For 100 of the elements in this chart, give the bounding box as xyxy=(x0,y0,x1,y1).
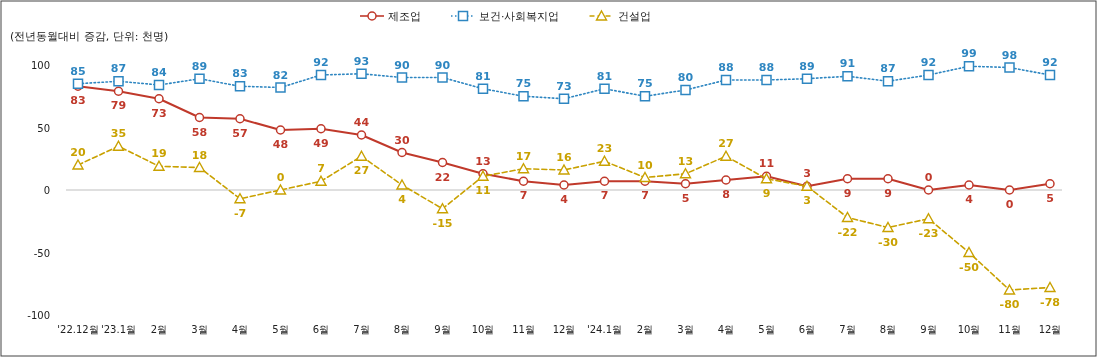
legend-label: 제조업 xyxy=(388,10,421,23)
data-label: 5 xyxy=(681,191,690,205)
data-label: -50 xyxy=(959,260,980,274)
data-label: 27 xyxy=(353,164,370,178)
data-label: 44 xyxy=(353,116,370,129)
data-label: 10 xyxy=(637,158,653,172)
y-tick-label: 50 xyxy=(37,122,50,134)
data-label: -15 xyxy=(432,216,453,230)
data-label: 4 xyxy=(965,193,974,206)
data-label: 92 xyxy=(920,56,937,69)
x-tick-label: 7월 xyxy=(839,324,856,335)
x-tick-label: 9월 xyxy=(434,324,451,335)
x-tick-label: 10월 xyxy=(957,324,981,335)
data-label: 30 xyxy=(394,133,410,147)
data-label: -22 xyxy=(837,225,858,239)
x-tick-label: 3월 xyxy=(191,324,208,335)
x-tick-label: 5월 xyxy=(758,324,775,335)
data-label: 90 xyxy=(434,58,451,72)
data-label: 13 xyxy=(475,154,491,168)
data-label: 18 xyxy=(191,148,208,162)
data-label: 73 xyxy=(151,106,167,120)
data-label: 0 xyxy=(276,171,285,184)
x-tick-label: 2월 xyxy=(636,324,654,335)
x-tick-label: '24.1월 xyxy=(586,324,623,335)
text: (전년동월대비 증감, 단위: 천명) xyxy=(10,30,169,43)
data-label: 83 xyxy=(70,94,86,108)
data-label: 49 xyxy=(313,136,329,150)
x-tick-label: 11월 xyxy=(512,324,535,335)
data-label: 7 xyxy=(600,189,609,203)
data-label: 13 xyxy=(677,154,694,168)
data-label: 7 xyxy=(641,189,649,203)
data-label: -30 xyxy=(878,235,899,249)
data-label: 9 xyxy=(762,186,771,200)
legend-label: 건설업 xyxy=(617,10,651,23)
data-label: 98 xyxy=(1001,48,1018,62)
data-label: 48 xyxy=(272,138,289,151)
data-label: 20 xyxy=(70,146,86,159)
data-label: 0 xyxy=(924,171,933,184)
data-label: 75 xyxy=(637,77,653,91)
data-label: 3 xyxy=(803,167,811,181)
data-label: 79 xyxy=(110,99,127,113)
x-tick-label: 12월 xyxy=(1038,324,1062,335)
x-tick-label: 2월 xyxy=(150,324,168,335)
data-label: 11 xyxy=(475,184,491,198)
y-tick-label: -100 xyxy=(27,310,50,321)
data-label: 80 xyxy=(677,71,694,84)
data-label: 5 xyxy=(1046,191,1054,205)
data-label: 19 xyxy=(151,147,167,161)
data-label: 92 xyxy=(1042,56,1058,69)
data-label: 4 xyxy=(398,193,407,206)
data-label: 8 xyxy=(722,188,730,201)
data-label: 17 xyxy=(515,149,532,163)
data-label: 23 xyxy=(596,142,613,156)
data-label: 22 xyxy=(434,170,451,184)
data-label: 7 xyxy=(519,189,528,203)
data-label: 81 xyxy=(475,69,491,83)
data-label: 89 xyxy=(191,59,208,73)
data-label: 99 xyxy=(961,47,977,61)
data-label: 85 xyxy=(70,64,86,78)
data-label: 88 xyxy=(718,61,734,74)
data-label: 91 xyxy=(839,57,856,71)
data-label: -80 xyxy=(999,298,1020,311)
data-label: 92 xyxy=(313,56,329,69)
data-label: 82 xyxy=(272,68,289,82)
x-tick-label: 5월 xyxy=(272,324,289,335)
data-label: 3 xyxy=(803,194,811,208)
data-label: 35 xyxy=(110,127,127,141)
y-tick-label: 0 xyxy=(43,185,50,196)
data-label: 87 xyxy=(110,62,127,76)
legend-label: 보건·사회복지업 xyxy=(479,10,560,23)
x-tick-label: '22.12월 xyxy=(57,324,99,335)
data-label: 81 xyxy=(596,69,613,83)
data-label: 89 xyxy=(799,59,815,73)
y-tick-label: -50 xyxy=(33,247,50,259)
data-label: 9 xyxy=(843,186,852,200)
y-tick-label: 100 xyxy=(30,60,50,71)
x-tick-label: 3월 xyxy=(677,324,694,335)
data-label: -78 xyxy=(1040,295,1060,309)
data-label: 57 xyxy=(232,126,248,140)
x-tick-label: 7월 xyxy=(353,324,370,335)
x-tick-label: 9월 xyxy=(920,324,937,335)
data-label: 83 xyxy=(232,67,248,81)
data-label: 93 xyxy=(353,54,370,68)
data-label: 16 xyxy=(556,151,572,164)
data-label: 87 xyxy=(880,62,896,76)
data-label: 9 xyxy=(884,186,892,200)
x-tick-label: 8월 xyxy=(393,324,411,335)
data-label: 4 xyxy=(560,193,569,206)
data-label: 88 xyxy=(758,61,775,74)
x-tick-label: 4월 xyxy=(717,324,735,335)
data-label: -23 xyxy=(918,226,939,240)
data-label: 27 xyxy=(718,137,734,151)
data-label: 84 xyxy=(151,66,167,79)
x-tick-label: 11월 xyxy=(998,324,1021,335)
data-label: -7 xyxy=(233,206,247,220)
x-tick-label: 8월 xyxy=(879,324,897,335)
x-tick-label: 10월 xyxy=(471,324,495,335)
data-label: 73 xyxy=(556,79,572,93)
x-tick-label: '23.1월 xyxy=(100,324,137,335)
data-label: 7 xyxy=(317,162,325,176)
